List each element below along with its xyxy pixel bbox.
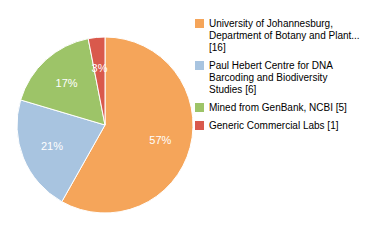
html-text:Mined from GenBank, NCBI [5]: Mined from GenBank, NCBI [5]: [209, 102, 347, 113]
html-text:Department of Botany and Plant: Department of Botany and Plant...: [209, 30, 360, 41]
html-text:Paul Hebert Centre for DNA: Paul Hebert Centre for DNA: [209, 60, 333, 71]
svg-text:57%: 57%: [149, 134, 171, 146]
html-text:Barcoding and Biodiversity: Barcoding and Biodiversity: [209, 72, 328, 83]
html-text:University of Johannesburg,: University of Johannesburg,: [209, 18, 333, 29]
svg-text:3%: 3%: [92, 62, 108, 74]
svg-text:17%: 17%: [56, 77, 78, 89]
html-text:[16]: [16]: [209, 42, 226, 53]
svg-text:21%: 21%: [41, 140, 63, 152]
html-text:Generic Commercial Labs [1]: Generic Commercial Labs [1]: [209, 120, 339, 131]
html-text:Studies [6]: Studies [6]: [209, 84, 257, 95]
